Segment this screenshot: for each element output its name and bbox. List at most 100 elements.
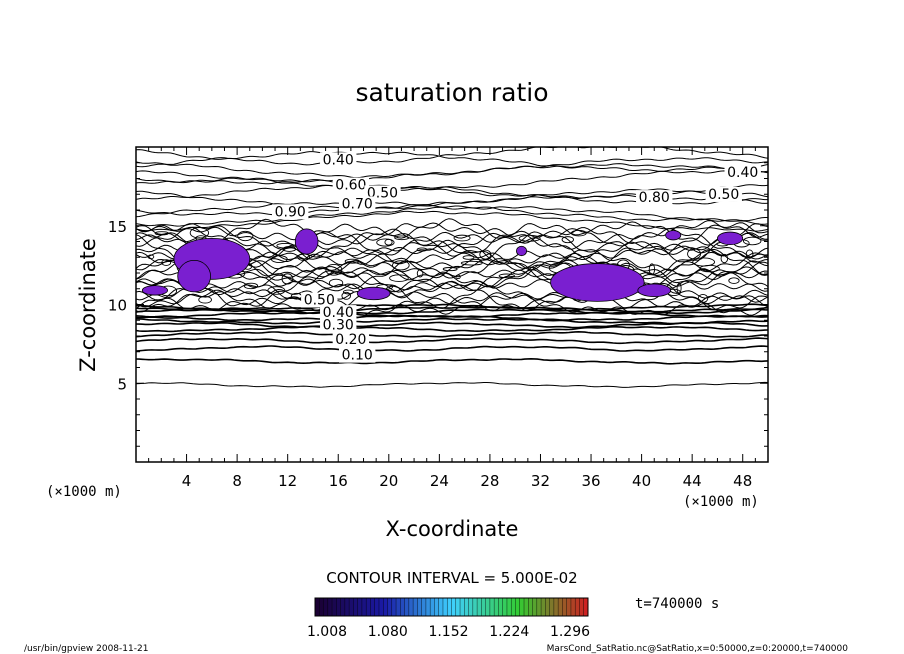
x-axis-label: X-coordinate <box>386 517 519 541</box>
colorbar-cell <box>583 598 589 616</box>
contour-cell <box>344 258 360 264</box>
colorbar <box>314 597 589 617</box>
colorbar-cell <box>575 598 580 616</box>
contour-line <box>136 308 768 315</box>
contour-cell <box>341 291 351 300</box>
contour-cell <box>276 242 294 249</box>
colorbar-cell <box>323 598 329 616</box>
contour-line <box>136 201 768 222</box>
x-tick-label: 44 <box>683 472 702 490</box>
contour-cell <box>561 236 574 244</box>
colorbar-cell <box>438 598 444 616</box>
contour-lines <box>136 147 768 388</box>
y-tick-label: 10 <box>108 297 127 315</box>
colorbar-tick-label: 1.080 <box>368 624 408 640</box>
contour-cell <box>270 255 288 264</box>
contour-cell <box>460 260 483 266</box>
contour-label-bg <box>301 292 338 308</box>
colorbar-cell <box>455 598 461 616</box>
contour-line <box>136 188 768 209</box>
colorbar-cell <box>361 598 367 616</box>
contour-label: 0.40 <box>323 305 354 321</box>
contour-label: 0.60 <box>335 178 366 194</box>
supersaturated-region <box>550 263 645 302</box>
contour-cell <box>147 254 155 260</box>
contour-cell <box>728 277 740 284</box>
colorbar-cell <box>378 598 384 616</box>
contour-cell <box>518 234 541 242</box>
colorbar-cell <box>524 598 529 616</box>
contour-cell <box>479 249 492 260</box>
colorbar-cell <box>413 598 418 616</box>
colorbar-cell <box>498 598 503 616</box>
colorbar-cell <box>391 598 397 616</box>
contour-label: 0.80 <box>639 190 670 206</box>
supersaturated-region <box>177 259 211 293</box>
colorbar-cell <box>566 598 572 616</box>
contour-cell <box>697 294 709 303</box>
chart-title: saturation ratio <box>355 78 548 107</box>
contour-label: 0.30 <box>323 318 354 334</box>
contour-cell <box>416 247 428 252</box>
colorbar-cell <box>549 598 555 616</box>
colorbar-cell <box>442 598 448 616</box>
contour-label: 0.90 <box>275 204 306 220</box>
contour-line <box>136 151 768 172</box>
colorbar-cell <box>421 598 427 616</box>
contour-label-bg <box>272 204 309 220</box>
colorbar-cell <box>532 598 538 616</box>
colorbar-cell <box>511 598 516 616</box>
colorbar-cell <box>558 598 563 616</box>
contour-cell <box>687 248 702 260</box>
contour-line <box>136 345 768 352</box>
x-tick-marks <box>148 147 756 462</box>
colorbar-cell <box>464 598 469 616</box>
colorbar-cell <box>387 598 393 616</box>
contour-line <box>136 280 768 312</box>
contour-label: 0.40 <box>727 165 758 181</box>
colorbar-cell <box>370 598 376 616</box>
colorbar-cell <box>562 598 567 616</box>
colorbar-tick-label: 1.152 <box>428 624 468 640</box>
colorbar-cell <box>481 598 486 616</box>
colorbar-cell <box>340 598 346 616</box>
contour-line <box>136 330 768 338</box>
contour-line <box>136 306 768 313</box>
contour-label-bg <box>705 186 742 202</box>
y-axis-unit: (×1000 m) <box>46 484 122 500</box>
contour-cell <box>676 282 682 294</box>
contour-label: 0.10 <box>342 348 373 364</box>
contour-line <box>136 210 768 232</box>
colorbar-cell <box>400 598 405 616</box>
colorbar-cell <box>545 598 550 616</box>
supersaturated-region <box>294 228 319 255</box>
contour-line <box>136 259 768 288</box>
colorbar-cell <box>332 598 337 616</box>
x-tick-label: 4 <box>182 472 192 490</box>
colorbar-cell <box>502 598 508 616</box>
contour-label: 0.50 <box>708 187 739 203</box>
colorbar-cell <box>344 598 350 616</box>
colorbar-cell <box>494 598 499 616</box>
plot-area: 0.400.400.60 0.50 0.500.700.900.800.500.40… <box>135 146 769 463</box>
x-tick-label: 48 <box>733 472 752 490</box>
contour-label-bg <box>636 190 673 206</box>
colorbar-cell <box>541 598 546 616</box>
contour-label: 0.70 <box>342 196 373 212</box>
colorbar-cell <box>319 598 324 616</box>
colorbar-cell <box>536 598 542 616</box>
contour-label-bg <box>339 196 376 212</box>
contour-line <box>136 291 768 318</box>
colorbar-tick-labels: 1.008 1.080 1.152 1.224 1.296 <box>307 624 590 640</box>
contour-cell <box>742 236 762 246</box>
contour-line <box>136 381 768 388</box>
colorbar-cell <box>353 598 358 616</box>
supersaturated-region <box>665 230 682 241</box>
y-axis-label: Z-coordinate <box>76 238 100 372</box>
contour-line <box>136 325 768 333</box>
y-tick-label: 15 <box>108 218 127 236</box>
footer-right: MarsCond_SatRatio.nc@SatRatio,x=0:50000,… <box>547 644 849 654</box>
contour-label-bg <box>724 164 761 180</box>
colorbar-cell <box>472 598 478 616</box>
x-tick-label: 24 <box>430 472 449 490</box>
